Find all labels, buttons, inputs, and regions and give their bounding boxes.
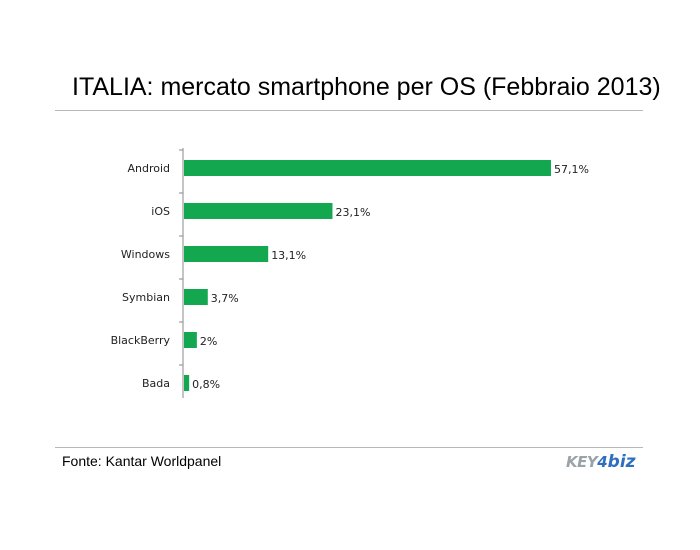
- key4biz-logo: KEY4biz: [566, 452, 636, 472]
- source-note: Fonte: Kantar Worldpanel: [62, 453, 222, 469]
- chart-title: ITALIA: mercato smartphone per OS (Febbr…: [72, 73, 661, 101]
- footer-divider: [55, 447, 643, 448]
- category-label-blackberry: BlackBerry: [111, 334, 171, 347]
- category-label-bada: Bada: [142, 377, 170, 390]
- bar-bada: [184, 375, 190, 391]
- value-label-blackberry: 2%: [200, 335, 217, 348]
- bar-ios: [184, 203, 333, 219]
- category-label-symbian: Symbian: [122, 291, 170, 304]
- bar-blackberry: [184, 332, 197, 348]
- value-label-android: 57,1%: [554, 163, 589, 176]
- category-label-ios: iOS: [151, 205, 170, 218]
- bar-windows: [184, 246, 269, 262]
- bar-android: [184, 160, 551, 176]
- value-label-ios: 23,1%: [335, 206, 370, 219]
- value-label-symbian: 3,7%: [211, 292, 239, 305]
- title-divider: [55, 110, 643, 111]
- category-label-android: Android: [127, 162, 170, 175]
- value-label-bada: 0,8%: [192, 378, 220, 391]
- category-label-windows: Windows: [121, 248, 170, 261]
- bar-symbian: [184, 289, 208, 305]
- value-label-windows: 13,1%: [271, 249, 306, 262]
